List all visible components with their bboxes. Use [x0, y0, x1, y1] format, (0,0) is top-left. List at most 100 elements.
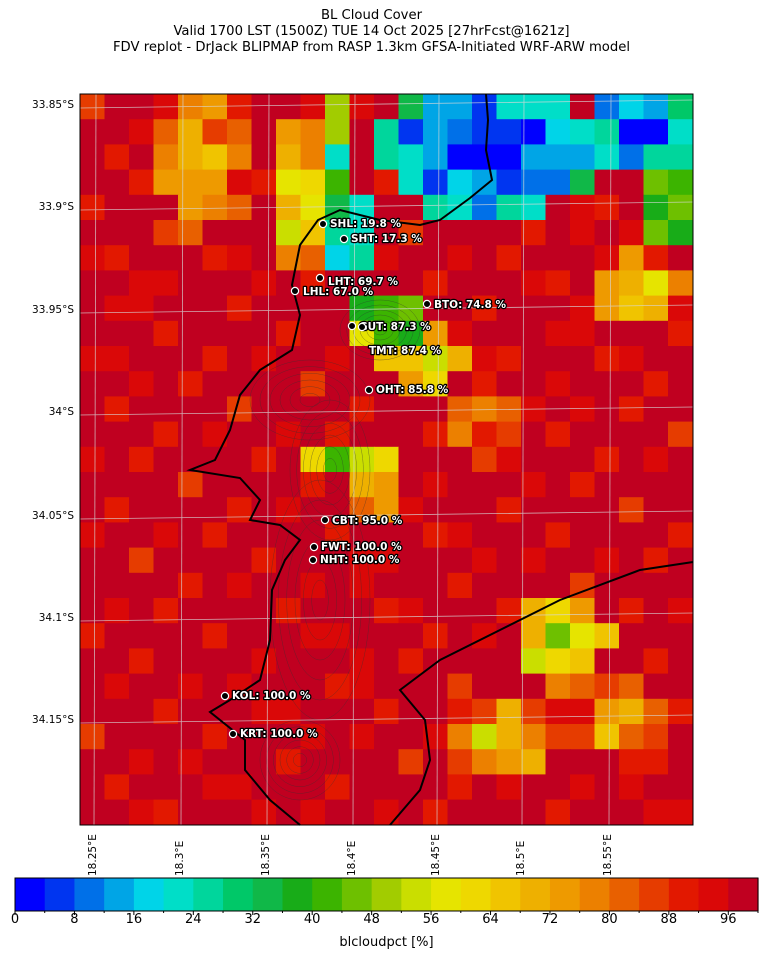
grid-cell [423, 497, 448, 523]
grid-cell [472, 547, 497, 574]
longitude-label: 18.55°E [602, 834, 614, 876]
station-marker-lht [315, 273, 325, 283]
grid-cell [325, 648, 350, 675]
latitude-line [79, 714, 694, 724]
grid-cell [570, 623, 595, 649]
colorbar-swatch [193, 878, 224, 911]
grid-cell [227, 320, 252, 347]
grid-cell [227, 673, 252, 700]
grid-cell [300, 572, 326, 599]
grid-cell [374, 522, 399, 549]
grid-cell [325, 623, 350, 649]
grid-cell [153, 673, 179, 700]
grid-cell [398, 547, 424, 574]
grid-cell [325, 194, 350, 221]
longitude-line [608, 93, 612, 826]
grid-cell [668, 598, 693, 624]
station-marker-sht [339, 234, 349, 244]
grid-cell [472, 522, 497, 549]
grid-cell [374, 169, 399, 196]
grid-cell [398, 119, 424, 145]
station-marker-krt [228, 729, 238, 739]
grid-cell [570, 648, 595, 675]
grid-cell [472, 472, 497, 498]
station-label-shl: SHL: 19.8 % [330, 218, 401, 230]
grid-cell [104, 245, 130, 271]
grid-cell [153, 220, 179, 246]
grid-cell [619, 194, 644, 221]
grid-cell [349, 346, 375, 372]
grid-cell [202, 220, 228, 246]
colorbar-tick-label: 0 [10, 912, 20, 927]
grid-cell [423, 270, 448, 297]
grid-cell [643, 169, 669, 196]
colorbar-tick-label: 64 [482, 912, 499, 927]
grid-cell [668, 295, 693, 322]
grid-cell [251, 220, 277, 246]
grid-cell [668, 245, 693, 271]
grid-cell [570, 295, 595, 322]
grid-cell [251, 547, 277, 574]
grid-cell [447, 346, 473, 372]
grid-cell [545, 446, 571, 473]
grid-cell [643, 698, 669, 725]
grid-cell [374, 144, 399, 171]
grid-cell [423, 673, 448, 700]
grid-cell [374, 421, 399, 448]
grid-cell [594, 270, 620, 297]
grid-cell [251, 396, 277, 423]
grid-cell [668, 497, 693, 523]
grid-cell [594, 94, 620, 120]
grid-cell [153, 572, 179, 599]
grid-cell [570, 522, 595, 549]
grid-cell [251, 270, 277, 297]
grid-cell [423, 522, 448, 549]
longitude-line [266, 93, 270, 826]
grid-cell [496, 774, 522, 801]
grid-cell [374, 94, 399, 120]
grid-cell [594, 623, 620, 649]
grid-cell [496, 245, 522, 271]
grid-cell [129, 522, 154, 549]
grid-cell [178, 572, 203, 599]
grid-cell [300, 169, 326, 196]
grid-cell [325, 446, 350, 473]
colorbar-tick-label: 96 [719, 912, 737, 927]
grid-cell [300, 245, 326, 271]
station-marker-kol [220, 691, 230, 701]
grid-cell [496, 371, 522, 397]
grid-cell [202, 371, 228, 397]
grid-cell [178, 724, 203, 750]
grid-cell [521, 169, 546, 196]
grid-cell [153, 648, 179, 675]
grid-cell [447, 270, 473, 297]
grid-cell [178, 547, 203, 574]
grid-cell [374, 724, 399, 750]
grid-cell [668, 547, 693, 574]
grid-cell [202, 572, 228, 599]
grid-cell [472, 94, 497, 120]
station-label-sht: SHT: 17.3 % [351, 233, 422, 245]
grid-cell [80, 94, 105, 120]
grid-cell [349, 220, 375, 246]
grid-cell [545, 346, 571, 372]
grid-cell [349, 446, 375, 473]
grid-cell [178, 346, 203, 372]
grid-cell [472, 749, 497, 775]
colorbar-swatch [74, 878, 105, 911]
grid-cell [104, 673, 130, 700]
grid-cell [545, 598, 571, 624]
grid-cell [521, 270, 546, 297]
colorbar-tick-label: 80 [601, 912, 618, 927]
latitude-label: 33.95°S [32, 304, 74, 316]
grid-cell [202, 598, 228, 624]
grid-cell [153, 194, 179, 221]
grid-cell [472, 346, 497, 372]
longitude-label: 18.5°E [515, 840, 527, 876]
grid-cell [619, 169, 644, 196]
colorbar-tick-label: 72 [541, 912, 559, 927]
grid-cell [325, 673, 350, 700]
grid-cell [129, 673, 154, 700]
grid-cell [643, 522, 669, 549]
longitude-line [93, 93, 97, 826]
